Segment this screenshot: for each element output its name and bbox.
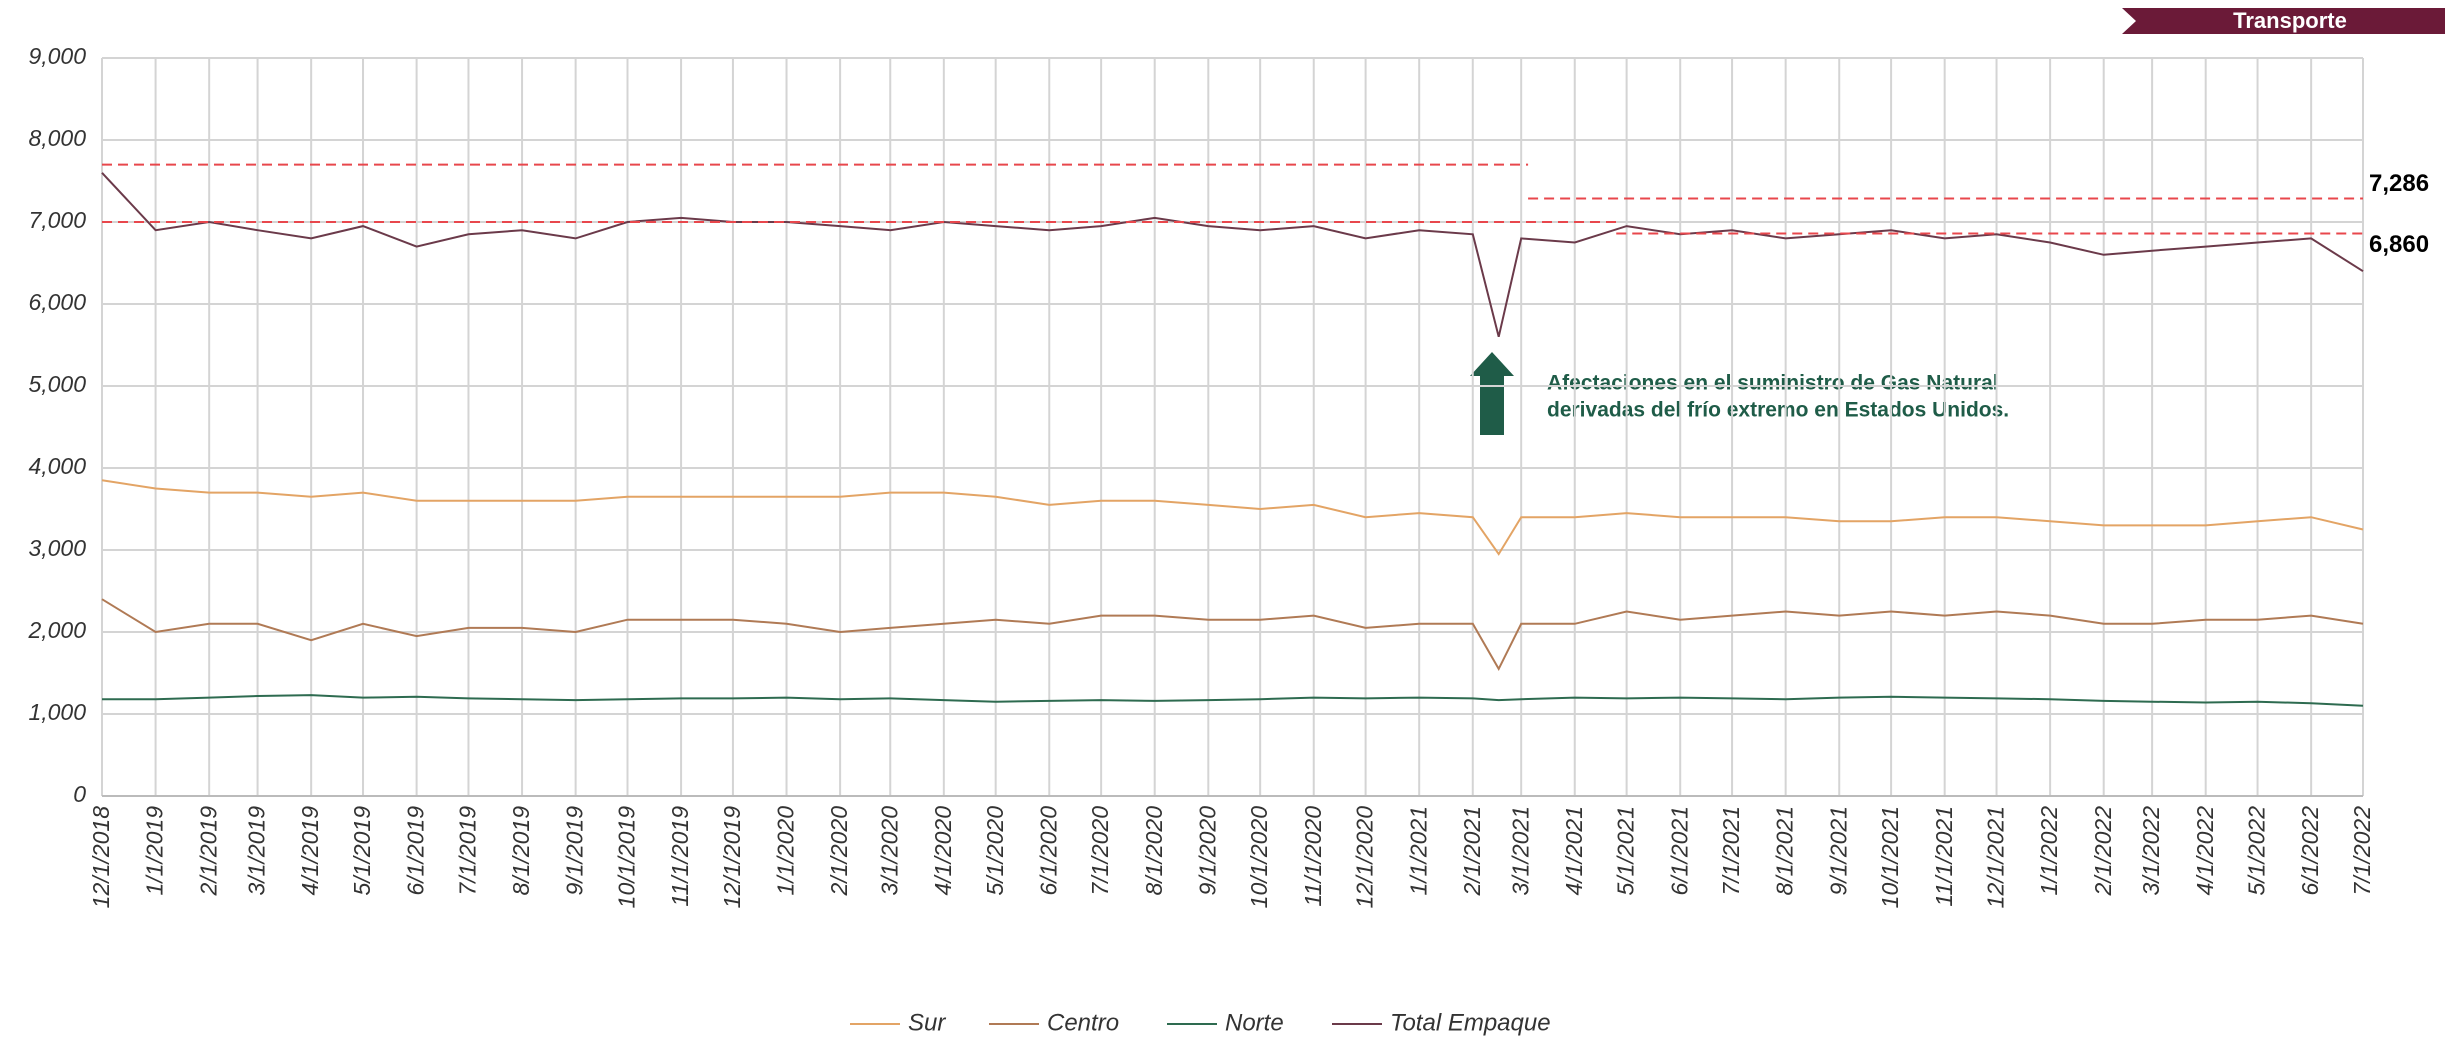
x-tick-label: 7/1/2019 [455, 806, 481, 896]
x-tick-label: 9/1/2020 [1194, 806, 1220, 896]
x-tick-label: 10/1/2019 [614, 806, 640, 909]
legend-label: Norte [1225, 1009, 1284, 1036]
annotation-arrow [1470, 352, 1514, 435]
x-tick-label: 12/1/2020 [1352, 806, 1378, 909]
x-tick-label: 11/1/2019 [667, 806, 693, 907]
y-tick-label: 3,000 [28, 535, 86, 561]
x-tick-label: 3/1/2021 [1507, 806, 1533, 896]
x-tick-label: 6/1/2019 [403, 806, 429, 896]
x-tick-label: 12/1/2021 [1983, 806, 2009, 908]
x-tick-label: 5/1/2019 [349, 806, 375, 896]
x-tick-label: 1/1/2022 [2036, 806, 2062, 896]
tag-background [2122, 8, 2445, 34]
y-tick-label: 7,000 [28, 207, 86, 233]
x-tick-label: 1/1/2021 [1405, 806, 1431, 896]
annotation: Afectaciones en el suministro de Gas Nat… [1547, 372, 1999, 395]
series-line [101, 598, 2364, 672]
x-tick-label: 8/1/2019 [508, 806, 534, 896]
y-tick-label: 9,000 [28, 43, 86, 69]
x-tick-label: 4/1/2019 [297, 806, 323, 896]
x-tick-label: 1/1/2019 [142, 806, 168, 896]
y-tick-label: 6,000 [28, 289, 86, 315]
series-line [102, 694, 2364, 707]
x-tick-label: 7/1/2020 [1087, 806, 1113, 896]
x-tick-label: 3/1/2020 [876, 806, 902, 896]
x-tick-label: 6/1/2021 [1666, 806, 1692, 896]
x-tick-label: 2/1/2020 [826, 806, 852, 897]
legend-label: Centro [1047, 1009, 1119, 1036]
x-tick-label: 4/1/2020 [930, 806, 956, 896]
x-tick-label: 7/1/2021 [1718, 806, 1744, 896]
x-tick-label: 10/1/2020 [1246, 806, 1272, 909]
x-tick-label: 10/1/2021 [1877, 806, 1903, 908]
x-tick-label: 3/1/2022 [2138, 806, 2164, 896]
y-tick-label: 5,000 [28, 371, 86, 397]
x-tick-label: 3/1/2019 [244, 806, 270, 896]
x-tick-label: 5/1/2021 [1613, 806, 1639, 896]
y-tick-label: 2,000 [27, 617, 86, 643]
x-tick-label: 2/1/2019 [195, 806, 221, 897]
x-tick-label: 6/1/2020 [1035, 806, 1061, 896]
reference-label: 7,286 [2369, 170, 2429, 197]
x-tick-label: 5/1/2020 [982, 806, 1008, 896]
x-tick-label: 1/1/2020 [773, 806, 799, 896]
y-tick-label: 4,000 [28, 453, 86, 479]
y-tick-label: 1,000 [28, 699, 86, 725]
x-tick-label: 2/1/2022 [2090, 806, 2116, 897]
legend-label: Sur [908, 1009, 946, 1036]
legend: Sur Centro Norte Total Empaque [850, 1009, 1551, 1036]
series-line [101, 172, 2364, 338]
series-line [101, 479, 2364, 556]
annotation: derivadas del frío extremo en Estados Un… [1547, 399, 2009, 422]
x-tick-label: 12/1/2018 [88, 806, 114, 909]
x-tick-label: 11/1/2020 [1300, 806, 1326, 907]
plot-area: 0 1,000 2,000 3,000 4,000 5,000 6,000 7,000 8,00… [27, 43, 2429, 908]
x-tick-label: 4/1/2022 [2192, 806, 2218, 896]
x-tick-label: 5/1/2022 [2244, 806, 2270, 896]
legend-label: Total Empaque [1390, 1009, 1551, 1036]
x-tick-label: 6/1/2022 [2297, 806, 2323, 896]
x-tick-label: 12/1/2019 [719, 806, 745, 909]
x-tick-label: 9/1/2021 [1825, 806, 1851, 896]
x-tick-label: 8/1/2020 [1141, 806, 1167, 896]
y-tick-label: 8,000 [28, 125, 86, 151]
x-tick-label: 7/1/2022 [2349, 806, 2375, 896]
x-tick-label: 11/1/2021 [1931, 806, 1957, 907]
x-tick-label: 9/1/2019 [562, 806, 588, 896]
tag: Transporte [2233, 8, 2347, 33]
reference-label: 6,860 [2369, 231, 2429, 258]
x-tick-label: 4/1/2021 [1561, 806, 1587, 896]
x-tick-label: 8/1/2021 [1772, 806, 1798, 896]
x-tick-label: 2/1/2021 [1459, 806, 1485, 897]
y-tick-label: 0 [73, 781, 86, 807]
